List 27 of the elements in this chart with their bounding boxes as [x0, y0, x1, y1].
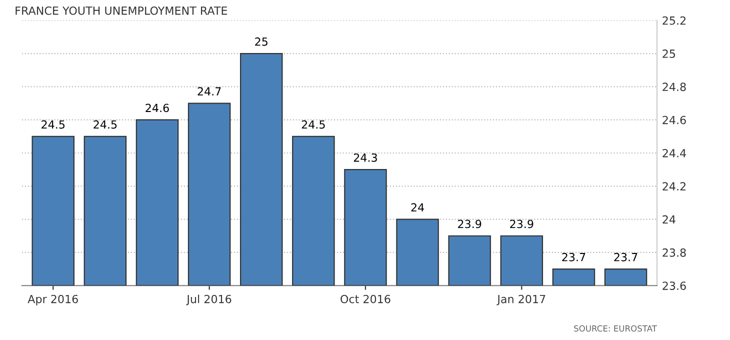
y-tick-label: 24.6	[662, 116, 686, 124]
y-tick-label: 25.2	[662, 16, 686, 25]
y-tick-label: 24.2	[662, 182, 686, 190]
x-tick-label: Jan 2017	[496, 294, 546, 306]
y-tick-label: 23.8	[662, 248, 686, 257]
x-tick-label: Oct 2016	[340, 294, 390, 304]
data-label: 24.5	[94, 120, 117, 129]
data-label: 24.5	[42, 120, 65, 129]
data-label: 24.7	[198, 87, 221, 96]
data-label: 23.9	[510, 220, 534, 228]
data-label: 23.7	[562, 252, 586, 262]
data-label: 24.3	[354, 153, 377, 162]
data-label: 24.5	[302, 120, 325, 129]
data-label: 23.9	[458, 220, 482, 228]
source-note: SOURCE: EUROSTAT	[574, 325, 658, 332]
data-label: 23.7	[614, 252, 638, 262]
data-label: 25	[255, 37, 268, 46]
y-tick-label: 24.8	[662, 82, 686, 92]
data-label: 24	[411, 203, 424, 212]
y-tick-label: 25	[662, 50, 676, 58]
data-label: 24.6	[146, 104, 169, 112]
y-tick-label: 24	[662, 215, 676, 224]
chart-title: FRANCE YOUTH UNEMPLOYMENT RATE	[16, 6, 228, 15]
x-tick-label: Jul 2016	[186, 294, 232, 306]
y-tick-label: 24.4	[662, 148, 686, 158]
x-tick-label: Apr 2016	[28, 294, 78, 306]
y-tick-label: 23.6	[662, 282, 686, 290]
